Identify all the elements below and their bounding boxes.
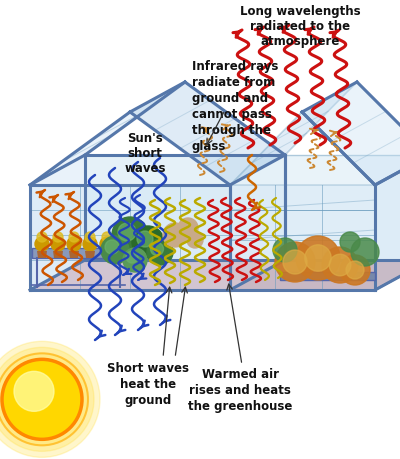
Circle shape <box>273 238 297 262</box>
Circle shape <box>83 237 97 251</box>
Circle shape <box>150 242 164 256</box>
Circle shape <box>85 232 95 242</box>
Text: Sun's
short
waves: Sun's short waves <box>124 132 166 175</box>
Circle shape <box>2 359 82 439</box>
Circle shape <box>322 247 358 283</box>
Polygon shape <box>85 251 95 258</box>
Circle shape <box>0 347 94 451</box>
Polygon shape <box>285 155 400 260</box>
Circle shape <box>123 248 147 272</box>
Circle shape <box>351 238 379 266</box>
Circle shape <box>126 251 138 263</box>
Polygon shape <box>130 82 285 185</box>
Circle shape <box>147 239 173 265</box>
Circle shape <box>69 232 79 242</box>
Circle shape <box>132 226 164 258</box>
Polygon shape <box>30 185 230 290</box>
Circle shape <box>346 261 364 279</box>
Circle shape <box>100 237 114 251</box>
Circle shape <box>275 242 315 282</box>
Polygon shape <box>69 251 79 258</box>
Polygon shape <box>302 82 400 185</box>
Circle shape <box>118 223 136 241</box>
Circle shape <box>340 255 370 285</box>
Polygon shape <box>102 251 112 258</box>
Circle shape <box>51 237 65 251</box>
Polygon shape <box>53 251 63 258</box>
Polygon shape <box>32 248 125 258</box>
Polygon shape <box>30 260 285 290</box>
Circle shape <box>283 250 307 274</box>
Circle shape <box>101 236 129 264</box>
Text: Warmed air
rises and heats
the greenhouse: Warmed air rises and heats the greenhous… <box>188 368 292 413</box>
Circle shape <box>102 232 112 242</box>
Circle shape <box>105 240 119 254</box>
Circle shape <box>329 254 351 276</box>
Circle shape <box>340 232 360 252</box>
Circle shape <box>305 245 331 271</box>
Polygon shape <box>85 155 285 260</box>
Circle shape <box>296 236 340 280</box>
Text: Short waves
heat the
ground: Short waves heat the ground <box>107 362 189 407</box>
Polygon shape <box>230 260 400 290</box>
Circle shape <box>53 232 63 242</box>
Circle shape <box>14 371 54 411</box>
Circle shape <box>67 237 81 251</box>
Polygon shape <box>37 251 47 258</box>
Circle shape <box>178 218 198 238</box>
Circle shape <box>0 353 88 445</box>
Polygon shape <box>30 82 185 185</box>
Circle shape <box>37 232 47 242</box>
Circle shape <box>137 231 153 247</box>
Circle shape <box>163 223 187 247</box>
Polygon shape <box>280 272 375 280</box>
Text: Long wavelengths
radiated to the
atmosphere: Long wavelengths radiated to the atmosph… <box>240 5 360 48</box>
Circle shape <box>187 232 203 248</box>
Circle shape <box>0 341 100 457</box>
Text: Infrared rays
radiate from
ground and
cannot pass
through the
glass: Infrared rays radiate from ground and ca… <box>192 60 278 153</box>
Polygon shape <box>30 155 85 290</box>
Circle shape <box>112 217 148 253</box>
Polygon shape <box>230 185 375 290</box>
Circle shape <box>35 237 49 251</box>
Polygon shape <box>375 155 400 290</box>
Polygon shape <box>230 82 357 185</box>
